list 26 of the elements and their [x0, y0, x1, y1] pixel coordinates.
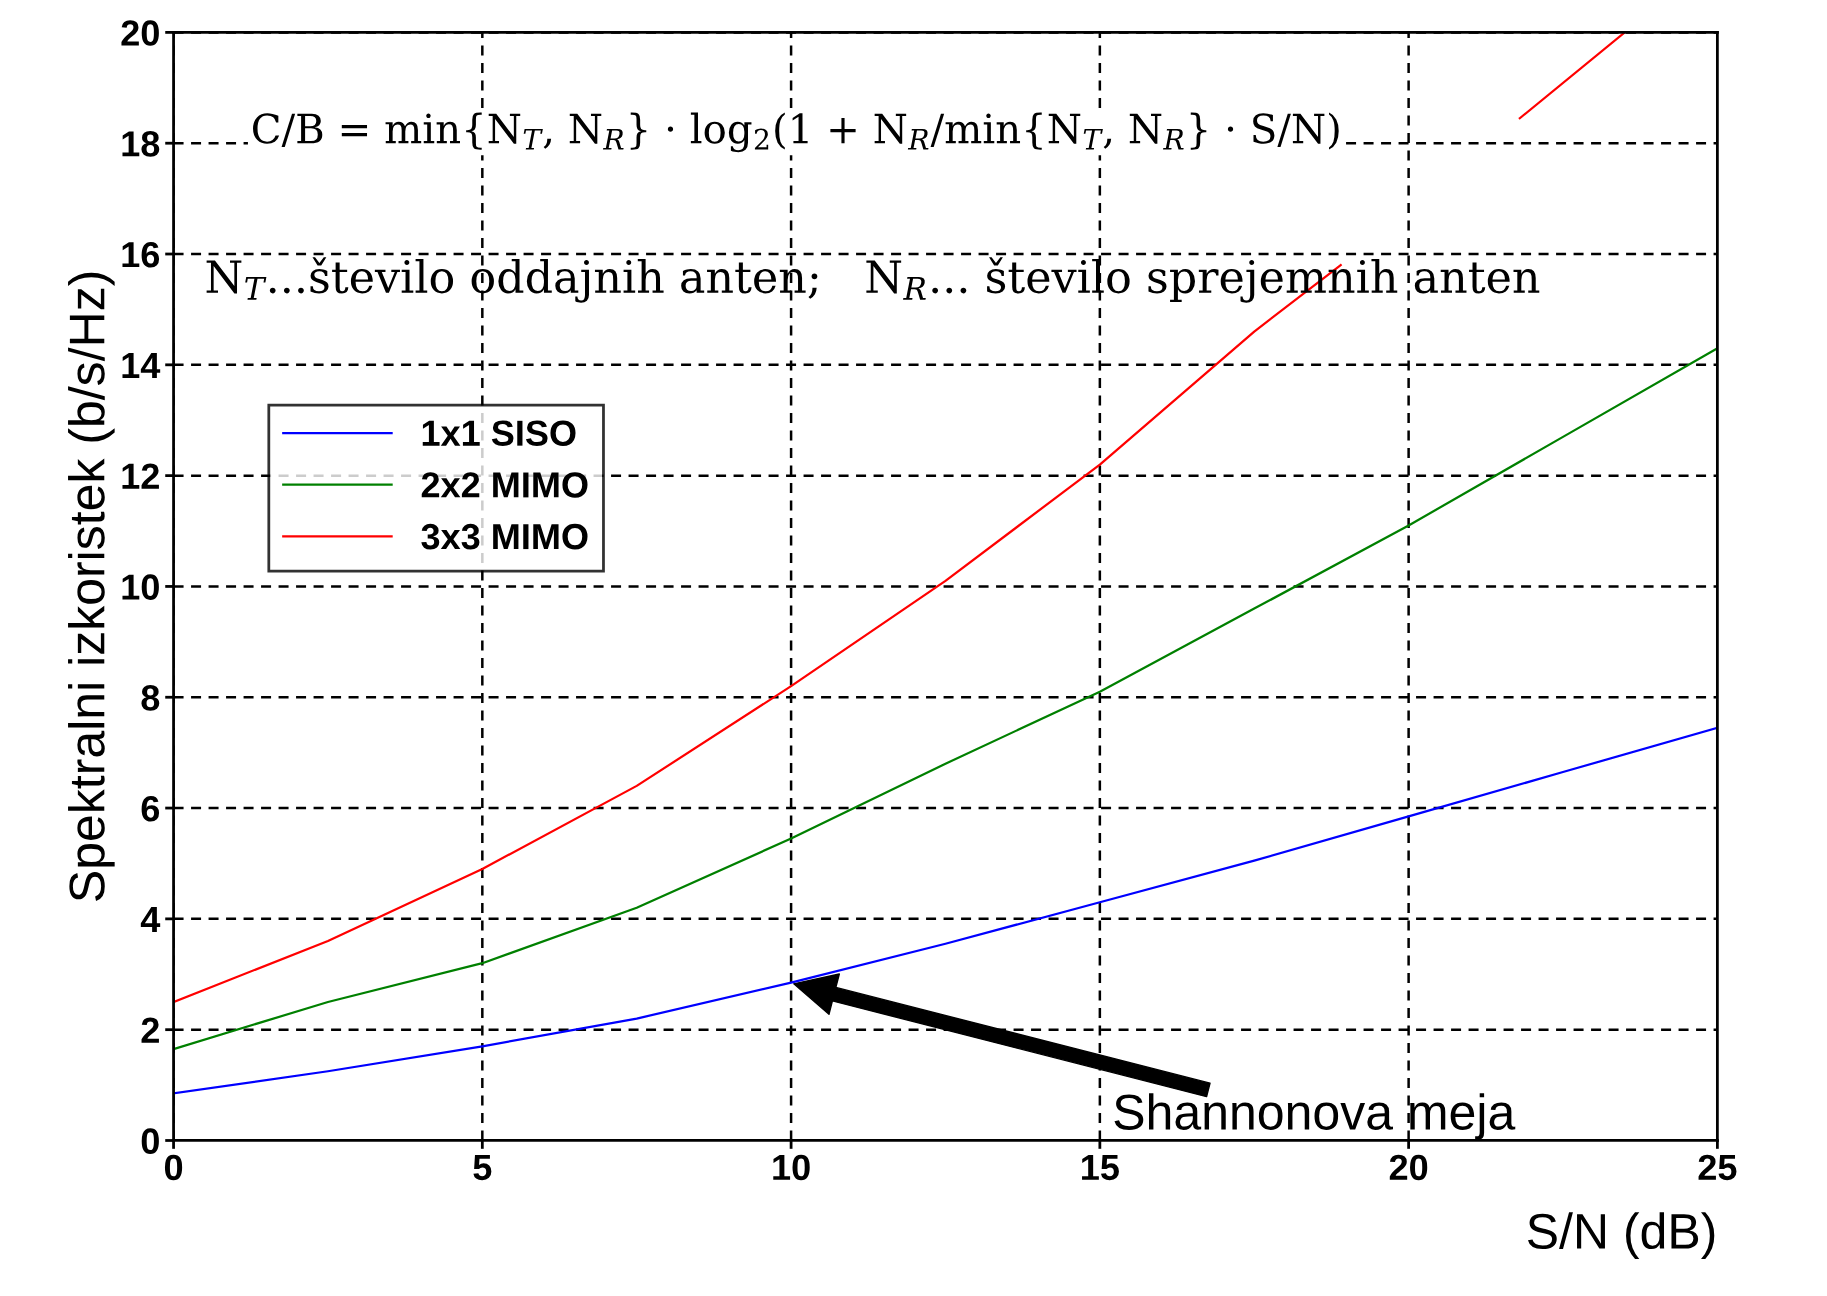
line-series [173, 347, 1718, 1051]
x-tick-label: 20 [1389, 1154, 1428, 1181]
y-tick-label: 20 [121, 20, 159, 46]
legend-label: 1x1 SISO [422, 420, 576, 447]
annotation: Shannonova meja [1114, 1093, 1516, 1140]
y-tick-label: 16 [122, 241, 160, 268]
legend-label: 2x2 MIMO [421, 472, 588, 498]
legend-label: 3x3 MIMO [421, 523, 588, 550]
x-tick-label: 0 [164, 1154, 183, 1181]
x-tick-label: 10 [773, 1154, 810, 1181]
y-tick-label: 6 [141, 795, 160, 822]
x-tick-label: 15 [1082, 1155, 1119, 1181]
y-tick-label: 12 [122, 463, 159, 489]
x-tick-label: 25 [1698, 1154, 1737, 1181]
y-tick-label: 10 [122, 574, 159, 600]
y-tick-label: 8 [141, 685, 160, 711]
text: C/B = min{N$_{T}$, N$_{R}$} · log$_{2}$(1 + N$_{R}$/min{N$_{T}$, N$_{R}$} · S/N) [253, 112, 1339, 153]
y-tick-label: 14 [122, 353, 161, 378]
y-axis-title: Spektralni izkoristek (b/s/Hz) [68, 272, 115, 901]
x-tick-label: 5 [473, 1155, 492, 1181]
x-axis-title: S/N (dB) [1527, 1212, 1715, 1259]
y-tick-label: 0 [141, 1128, 159, 1154]
y-tick-label: 18 [122, 131, 160, 157]
y-tick-label: 4 [140, 907, 161, 932]
line-series [173, 726, 1718, 1095]
y-tick-label: 2 [141, 1017, 159, 1043]
